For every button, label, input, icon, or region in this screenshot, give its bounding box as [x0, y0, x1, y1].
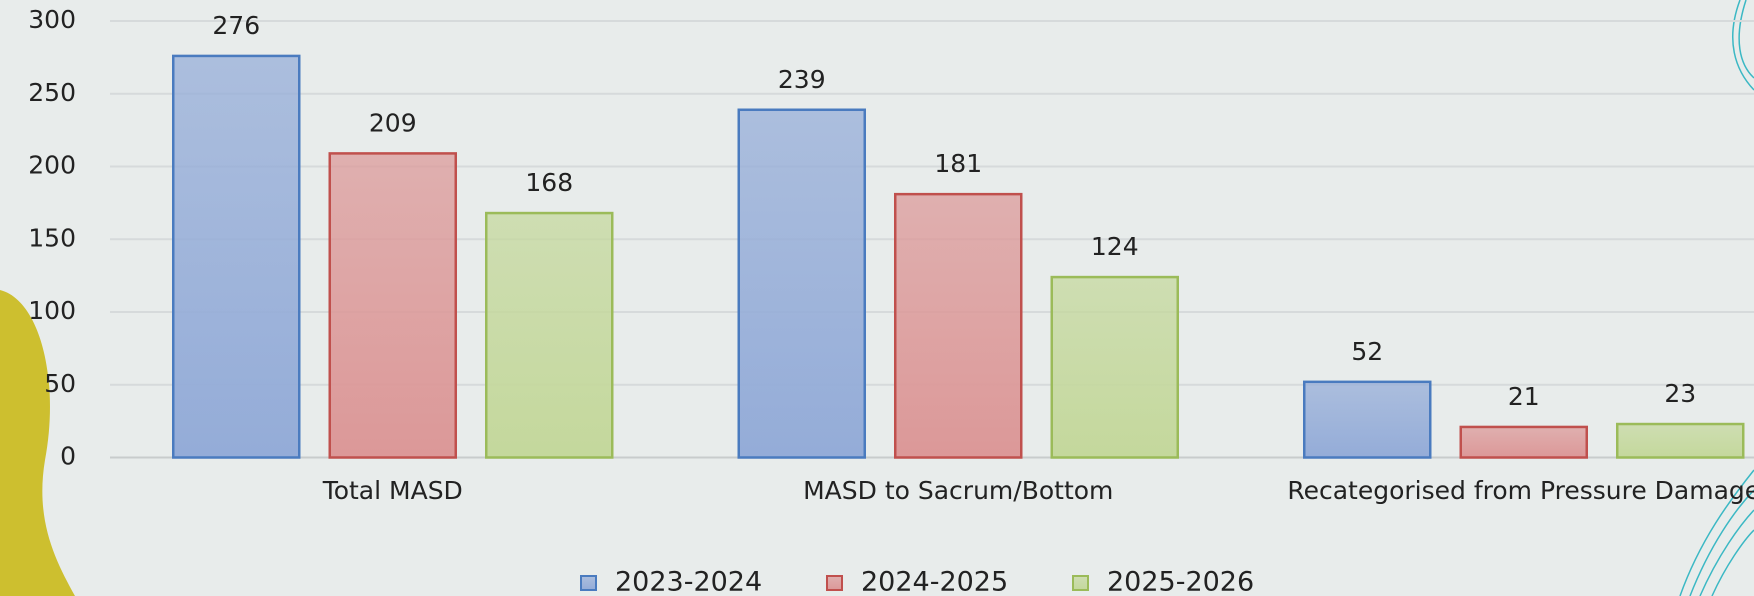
y-tick-label: 300	[28, 5, 76, 34]
y-tick-label: 100	[28, 296, 76, 325]
y-tick-label: 200	[28, 151, 76, 180]
bar	[1616, 422, 1745, 459]
value-label: 21	[1508, 382, 1540, 411]
bar	[894, 192, 1023, 459]
value-label: 124	[1091, 232, 1139, 261]
value-label: 23	[1664, 379, 1696, 408]
legend-label: 2025-2026	[1107, 567, 1254, 596]
value-label: 276	[212, 11, 260, 40]
x-tick-label: Recategorised from Pressure Damage	[1287, 476, 1754, 505]
y-tick-label: 50	[44, 369, 76, 398]
bar	[172, 54, 301, 459]
y-tick-label: 150	[28, 223, 76, 252]
value-label: 209	[369, 108, 417, 137]
legend-swatch	[826, 575, 843, 591]
y-tick-label: 0	[60, 442, 76, 471]
y-tick-label: 250	[28, 78, 76, 107]
legend-swatch	[580, 575, 597, 591]
value-label: 181	[934, 149, 982, 178]
value-label: 239	[778, 65, 826, 94]
bar	[737, 108, 866, 459]
bar	[485, 211, 614, 459]
legend-swatch	[1072, 575, 1089, 591]
legend-label: 2024-2025	[861, 567, 1008, 596]
decoration-blob	[0, 290, 75, 596]
x-tick-label: Total MASD	[322, 476, 463, 505]
decoration-lines	[1679, 0, 1754, 596]
bar	[1303, 380, 1432, 459]
legend-label: 2023-2024	[615, 567, 762, 596]
value-label: 168	[525, 168, 573, 197]
bar	[1459, 425, 1588, 459]
bar	[1050, 275, 1179, 459]
x-tick-label: MASD to Sacrum/Bottom	[803, 476, 1114, 505]
value-label: 52	[1351, 337, 1383, 366]
bar	[328, 152, 457, 459]
